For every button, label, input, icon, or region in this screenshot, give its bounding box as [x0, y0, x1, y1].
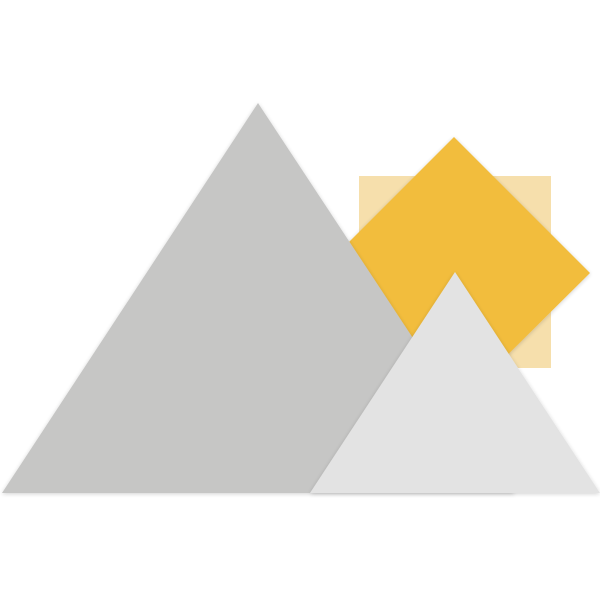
small-mountain: [310, 272, 600, 493]
